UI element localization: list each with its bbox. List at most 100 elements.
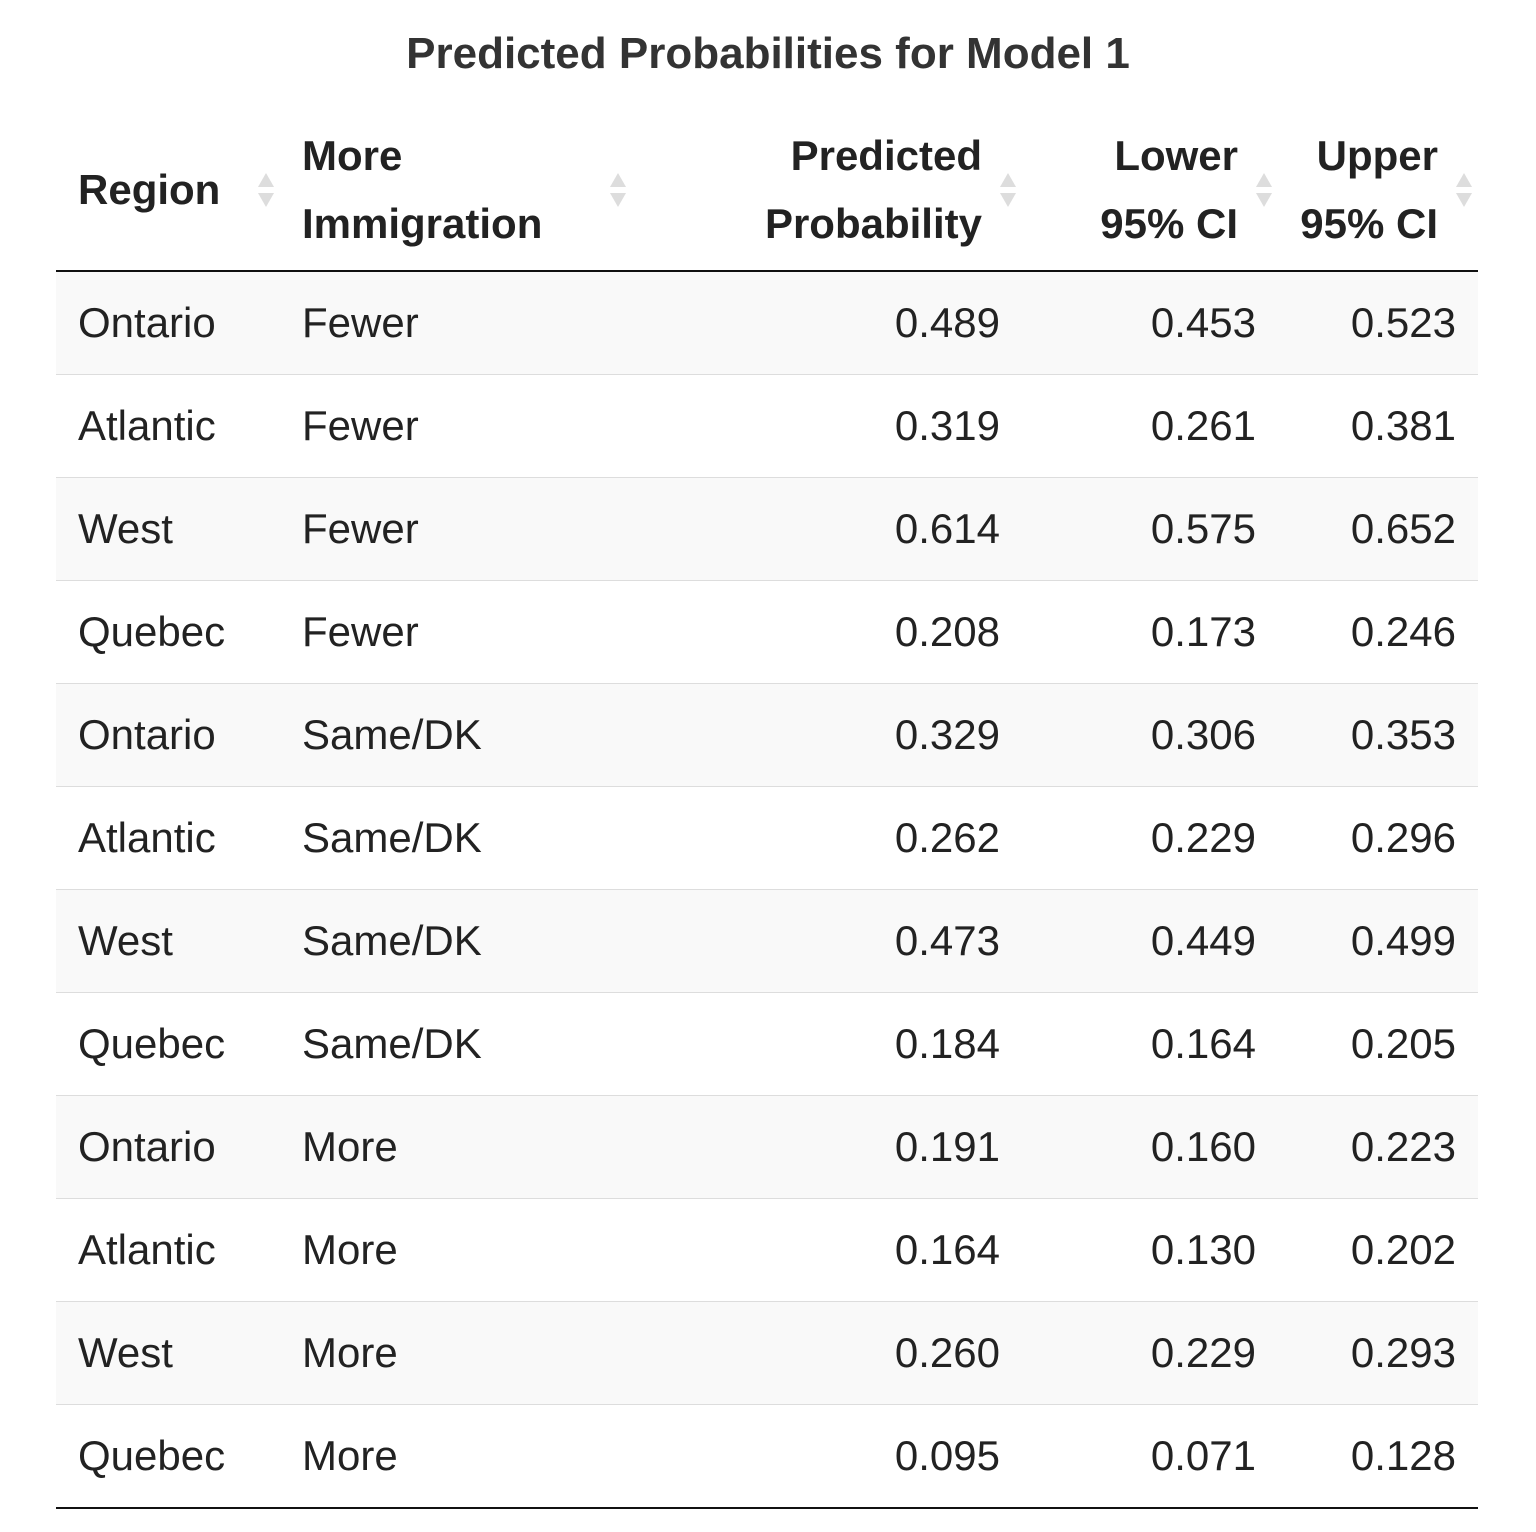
cell-upper-95-ci: 0.652 — [1278, 477, 1478, 581]
cell-upper-95-ci: 0.353 — [1278, 683, 1478, 787]
cell-region: West — [56, 1301, 280, 1405]
column-header-lower-95-ci[interactable]: Lower 95% CI — [1022, 110, 1278, 272]
cell-predicted-probability: 0.319 — [632, 374, 1022, 478]
cell-upper-95-ci: 0.223 — [1278, 1095, 1478, 1199]
column-header-line: Lower — [1114, 132, 1238, 179]
cell-predicted-probability: 0.489 — [632, 271, 1022, 375]
cell-more-immigration: Same/DK — [280, 786, 632, 890]
table-row: Ontario More 0.191 0.160 0.223 — [56, 1095, 1478, 1199]
table-row: Atlantic Same/DK 0.262 0.229 0.296 — [56, 786, 1478, 890]
column-header-more-immigration[interactable]: More Immigration — [280, 110, 632, 272]
table-body: Ontario Fewer 0.489 0.453 0.523 Atlantic Fewer… — [56, 271, 1478, 1509]
cell-lower-95-ci: 0.453 — [1022, 271, 1278, 375]
sort-both-icon[interactable] — [610, 173, 626, 207]
cell-lower-95-ci: 0.306 — [1022, 683, 1278, 787]
cell-upper-95-ci: 0.205 — [1278, 992, 1478, 1096]
cell-upper-95-ci: 0.296 — [1278, 786, 1478, 890]
cell-lower-95-ci: 0.164 — [1022, 992, 1278, 1096]
column-header-predicted-probability[interactable]: Predicted Probability — [632, 110, 1022, 272]
table-caption: Predicted Probabilities for Model 1 — [406, 29, 1130, 78]
cell-more-immigration: More — [280, 1404, 632, 1509]
table-row: Ontario Same/DK 0.329 0.306 0.353 — [56, 683, 1478, 787]
predicted-probabilities-table: Region More Immigration Predicted Probabilit… — [56, 110, 1478, 1509]
cell-more-immigration: Same/DK — [280, 683, 632, 787]
cell-region: Quebec — [56, 992, 280, 1096]
column-header-upper-95-ci[interactable]: Upper 95% CI — [1278, 110, 1478, 272]
cell-lower-95-ci: 0.261 — [1022, 374, 1278, 478]
table-row: West Fewer 0.614 0.575 0.652 — [56, 477, 1478, 581]
cell-region: Quebec — [56, 1404, 280, 1509]
cell-predicted-probability: 0.614 — [632, 477, 1022, 581]
cell-region: Ontario — [56, 683, 280, 787]
cell-upper-95-ci: 0.381 — [1278, 374, 1478, 478]
cell-lower-95-ci: 0.130 — [1022, 1198, 1278, 1302]
cell-upper-95-ci: 0.246 — [1278, 580, 1478, 684]
cell-region: Atlantic — [56, 786, 280, 890]
column-header-line: Immigration — [302, 200, 543, 247]
column-header-line: 95% CI — [1300, 200, 1438, 247]
cell-more-immigration: Same/DK — [280, 889, 632, 993]
cell-region: Atlantic — [56, 1198, 280, 1302]
cell-region: Ontario — [56, 271, 280, 375]
column-header-line: Upper — [1316, 132, 1438, 179]
column-header-label: Predicted Probability — [765, 122, 982, 258]
cell-region: Quebec — [56, 580, 280, 684]
cell-region: Ontario — [56, 1095, 280, 1199]
table-row: Quebec More 0.095 0.071 0.128 — [56, 1404, 1478, 1509]
cell-more-immigration: Fewer — [280, 580, 632, 684]
column-header-label: More Immigration — [302, 122, 542, 258]
cell-predicted-probability: 0.473 — [632, 889, 1022, 993]
table-row: Atlantic More 0.164 0.130 0.202 — [56, 1198, 1478, 1302]
cell-predicted-probability: 0.164 — [632, 1198, 1022, 1302]
cell-more-immigration: Fewer — [280, 271, 632, 375]
column-header-label: Lower 95% CI — [1100, 122, 1238, 258]
cell-more-immigration: Same/DK — [280, 992, 632, 1096]
cell-upper-95-ci: 0.128 — [1278, 1404, 1478, 1509]
sort-both-icon[interactable] — [1256, 173, 1272, 207]
header-row: Region More Immigration Predicted Probabilit… — [56, 110, 1478, 272]
cell-lower-95-ci: 0.173 — [1022, 580, 1278, 684]
cell-lower-95-ci: 0.229 — [1022, 1301, 1278, 1405]
cell-upper-95-ci: 0.202 — [1278, 1198, 1478, 1302]
table-row: Quebec Fewer 0.208 0.173 0.246 — [56, 580, 1478, 684]
cell-lower-95-ci: 0.229 — [1022, 786, 1278, 890]
cell-upper-95-ci: 0.499 — [1278, 889, 1478, 993]
column-header-line: More — [302, 132, 403, 179]
table-row: West Same/DK 0.473 0.449 0.499 — [56, 889, 1478, 993]
cell-predicted-probability: 0.262 — [632, 786, 1022, 890]
cell-predicted-probability: 0.208 — [632, 580, 1022, 684]
cell-more-immigration: More — [280, 1095, 632, 1199]
table-row: Atlantic Fewer 0.319 0.261 0.381 — [56, 374, 1478, 478]
column-header-line: Probability — [764, 200, 982, 247]
cell-lower-95-ci: 0.071 — [1022, 1404, 1278, 1509]
column-header-line: Region — [78, 166, 221, 213]
cell-more-immigration: Fewer — [280, 374, 632, 478]
cell-region: West — [56, 477, 280, 581]
cell-more-immigration: Fewer — [280, 477, 632, 581]
cell-lower-95-ci: 0.575 — [1022, 477, 1278, 581]
table-header: Region More Immigration Predicted Probabilit… — [56, 110, 1478, 272]
column-header-line: 95% CI — [1100, 200, 1238, 247]
column-header-label: Region — [78, 156, 220, 224]
sort-both-icon[interactable] — [258, 173, 274, 207]
column-header-line: Predicted — [790, 132, 982, 179]
cell-upper-95-ci: 0.523 — [1278, 271, 1478, 375]
cell-predicted-probability: 0.260 — [632, 1301, 1022, 1405]
cell-lower-95-ci: 0.449 — [1022, 889, 1278, 993]
cell-predicted-probability: 0.184 — [632, 992, 1022, 1096]
cell-predicted-probability: 0.191 — [632, 1095, 1022, 1199]
column-header-label: Upper 95% CI — [1300, 122, 1438, 258]
cell-region: West — [56, 889, 280, 993]
cell-predicted-probability: 0.329 — [632, 683, 1022, 787]
cell-region: Atlantic — [56, 374, 280, 478]
cell-more-immigration: More — [280, 1198, 632, 1302]
table-row: Ontario Fewer 0.489 0.453 0.523 — [56, 271, 1478, 375]
table-row: West More 0.260 0.229 0.293 — [56, 1301, 1478, 1405]
table-row: Quebec Same/DK 0.184 0.164 0.205 — [56, 992, 1478, 1096]
sort-both-icon[interactable] — [1456, 173, 1472, 207]
sort-both-icon[interactable] — [1000, 173, 1016, 207]
cell-upper-95-ci: 0.293 — [1278, 1301, 1478, 1405]
column-header-region[interactable]: Region — [56, 110, 280, 272]
cell-lower-95-ci: 0.160 — [1022, 1095, 1278, 1199]
cell-more-immigration: More — [280, 1301, 632, 1405]
